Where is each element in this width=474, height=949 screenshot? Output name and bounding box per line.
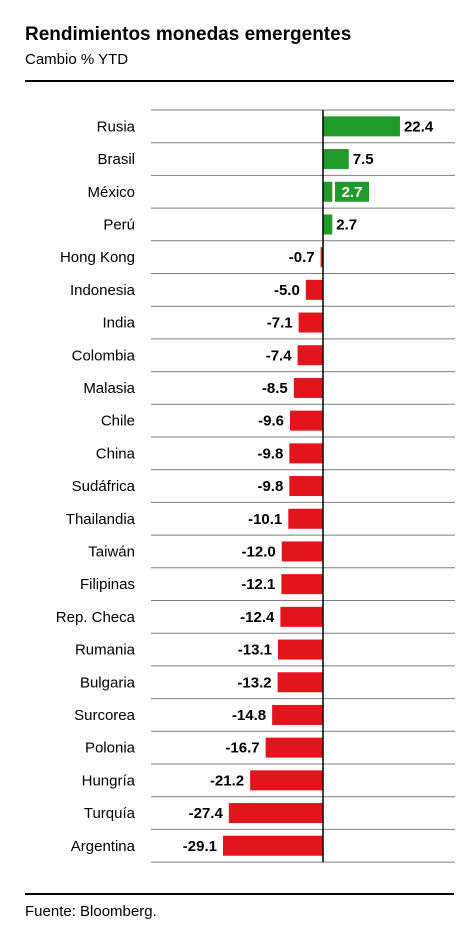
data-label: -16.7 — [225, 740, 259, 757]
bar — [281, 541, 323, 562]
data-label: 2.7 — [336, 216, 357, 233]
data-label: -13.2 — [237, 674, 271, 691]
top-rule — [25, 80, 454, 82]
bar — [323, 214, 333, 235]
data-label: -14.8 — [232, 707, 266, 724]
bar — [289, 476, 323, 497]
data-label: -7.4 — [266, 347, 293, 364]
bar — [288, 508, 323, 529]
category-label: Bulgaria — [80, 674, 136, 691]
bar — [228, 803, 323, 824]
data-label: -27.4 — [189, 805, 224, 822]
category-label: Chile — [101, 413, 135, 430]
bar — [272, 704, 323, 725]
chart-subtitle: Cambio % YTD — [25, 51, 129, 68]
bar — [281, 574, 323, 595]
bar — [323, 149, 349, 170]
category-label: Thailandia — [66, 511, 136, 528]
data-label: -10.1 — [248, 511, 282, 528]
category-label: Polonia — [85, 740, 136, 757]
bar — [223, 835, 323, 856]
data-label: -13.1 — [238, 642, 272, 659]
category-label: Taiwán — [88, 543, 135, 560]
category-label: Argentina — [71, 838, 136, 855]
bar — [320, 247, 323, 268]
data-label: -9.8 — [257, 445, 283, 462]
bar — [277, 639, 323, 660]
category-label: México — [87, 184, 135, 201]
data-label: -12.1 — [241, 576, 275, 593]
category-label: Rusia — [97, 118, 136, 135]
category-label: Hungría — [82, 772, 136, 789]
bottom-rule — [25, 893, 454, 895]
category-label: Hong Kong — [60, 249, 135, 266]
data-label: -5.0 — [274, 282, 300, 299]
bar — [298, 312, 323, 333]
category-label: India — [102, 315, 135, 332]
category-label: Perú — [103, 216, 135, 233]
data-label: -9.6 — [258, 413, 284, 430]
bar — [289, 443, 323, 464]
category-label: Filipinas — [80, 576, 135, 593]
bar — [265, 737, 323, 758]
bar — [280, 606, 323, 627]
data-label: 2.7 — [342, 184, 363, 201]
bar — [323, 181, 333, 202]
data-label: 7.5 — [353, 151, 374, 168]
data-label: -21.2 — [210, 772, 244, 789]
data-label: -7.1 — [267, 315, 293, 332]
data-label: -0.7 — [289, 249, 315, 266]
data-label: -8.5 — [262, 380, 288, 397]
data-label: -9.8 — [257, 478, 283, 495]
bar — [277, 672, 323, 693]
category-label: Rumania — [75, 642, 136, 659]
source-note: Fuente: Bloomberg. — [25, 903, 157, 920]
category-label: Rep. Checa — [56, 609, 136, 626]
data-label: 22.4 — [404, 118, 434, 135]
category-label: Sudáfrica — [72, 478, 136, 495]
category-label: Surcorea — [74, 707, 136, 724]
category-label: Turquía — [84, 805, 136, 822]
bar — [293, 377, 323, 398]
bar — [323, 116, 400, 137]
category-label: China — [96, 445, 136, 462]
bar — [305, 279, 323, 300]
chart-title: Rendimientos monedas emergentes — [25, 24, 352, 45]
category-label: Colombia — [72, 347, 136, 364]
category-label: Brasil — [97, 151, 135, 168]
bar — [297, 345, 323, 366]
category-label: Indonesia — [70, 282, 136, 299]
bar-label-box — [335, 181, 369, 202]
bar — [250, 770, 323, 791]
bar — [290, 410, 323, 431]
category-label: Malasia — [83, 380, 135, 397]
data-label: -12.0 — [242, 543, 276, 560]
data-label: -12.4 — [240, 609, 275, 626]
data-label: -29.1 — [183, 838, 217, 855]
